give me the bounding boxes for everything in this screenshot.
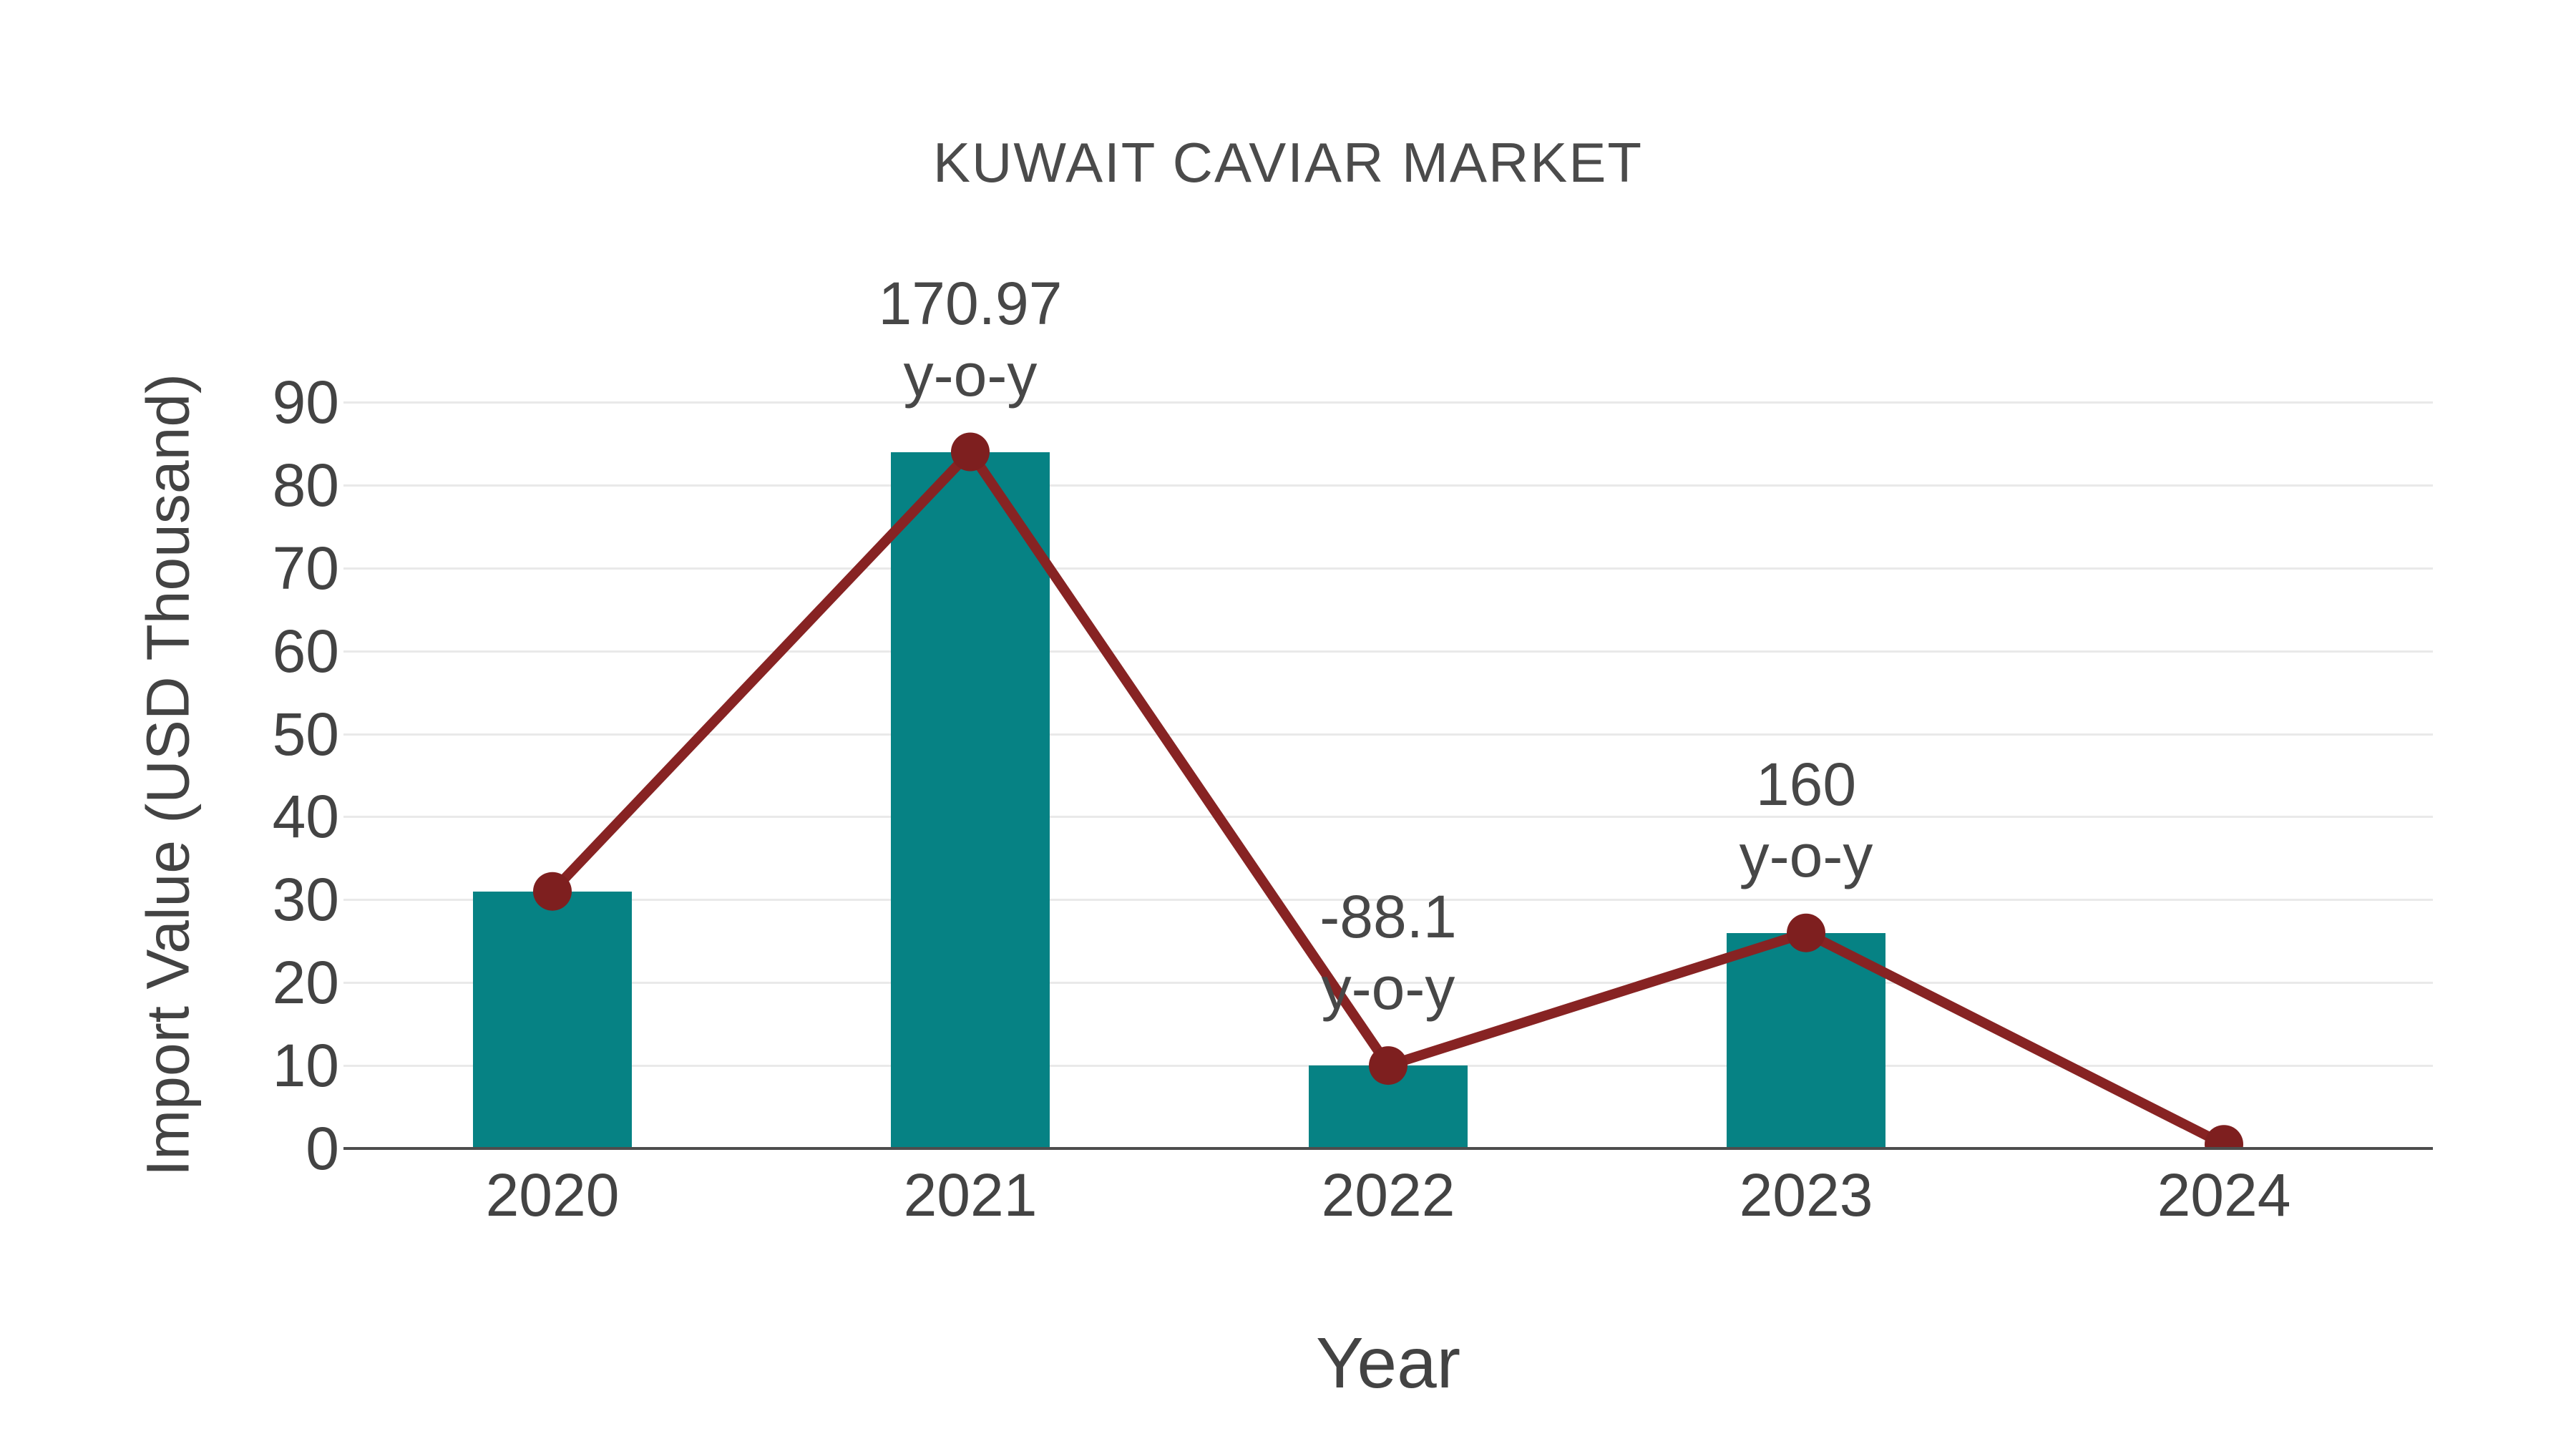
y-tick-label-50: 50: [272, 700, 339, 768]
y-tick-label-10: 10: [272, 1032, 339, 1100]
annotation-2022: -88.1 y-o-y: [1159, 881, 1617, 1024]
annotation-label-2023: y-o-y: [1739, 821, 1873, 889]
line-dot-2023: [1787, 913, 1825, 952]
chart-title: KUWAIT CAVIAR MARKET: [933, 131, 1643, 194]
y-tick-label-80: 80: [272, 451, 339, 519]
gridline-y-50: [343, 733, 2433, 736]
y-tick-label-20: 20: [272, 949, 339, 1017]
x-tick-label-2024: 2024: [2157, 1161, 2291, 1229]
annotation-label-2022: y-o-y: [1321, 955, 1455, 1023]
gridline-y-80: [343, 484, 2433, 487]
y-tick-label-30: 30: [272, 866, 339, 934]
plot-area: [343, 401, 2433, 1150]
annotation-2021: 170.97 y-o-y: [741, 268, 1199, 411]
line-series-layer: [533, 432, 2243, 1148]
y-tick-label-60: 60: [272, 617, 339, 685]
y-tick-label-70: 70: [272, 534, 339, 602]
x-tick-label-2020: 2020: [485, 1161, 620, 1229]
line-dot-2021: [951, 432, 990, 472]
bar-2023: [1727, 932, 1885, 1148]
gridline-y-90: [343, 401, 2433, 404]
bar-2020: [473, 891, 632, 1148]
gridline-y-70: [343, 567, 2433, 570]
y-tick-label-0: 0: [306, 1115, 339, 1182]
x-axis-title: Year: [1315, 1323, 1461, 1403]
x-tick-label-2022: 2022: [1321, 1161, 1455, 1229]
annotation-value-2022: -88.1: [1319, 883, 1457, 951]
gridline-y-40: [343, 816, 2433, 819]
x-tick-label-2021: 2021: [903, 1161, 1038, 1229]
line-dot-2024: [2205, 1125, 2243, 1148]
annotation-2023: 160 y-o-y: [1577, 748, 2035, 892]
x-axis-line: [343, 1147, 2433, 1150]
bar-2021: [891, 452, 1050, 1148]
y-tick-label-90: 90: [272, 369, 339, 436]
annotation-label-2021: y-o-y: [903, 341, 1038, 409]
y-tick-label-40: 40: [272, 783, 339, 851]
line-dot-2020: [533, 872, 572, 911]
annotation-value-2021: 170.97: [878, 269, 1063, 337]
x-tick-label-2023: 2023: [1739, 1161, 1873, 1229]
annotation-value-2023: 160: [1755, 750, 1857, 818]
gridline-y-60: [343, 650, 2433, 653]
line-dot-2022: [1369, 1046, 1407, 1085]
gridline-y-30: [343, 899, 2433, 902]
gridline-y-20: [343, 982, 2433, 985]
